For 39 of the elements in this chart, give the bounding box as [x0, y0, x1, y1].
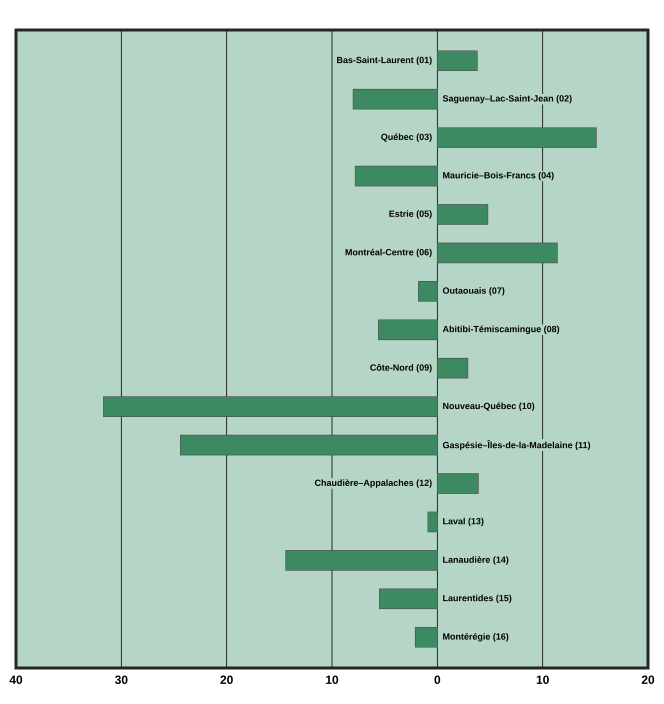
bar — [437, 204, 488, 225]
bar — [428, 512, 438, 532]
bar — [418, 281, 438, 302]
y-tick-label: Montréal-Centre (06) — [346, 248, 432, 258]
bar — [437, 473, 479, 494]
y-tick-label: Estrie (05) — [389, 210, 432, 219]
bar — [180, 434, 438, 456]
y-tick-label: Québec (03) — [381, 133, 432, 142]
bar — [437, 50, 478, 72]
y-tick-label: Saguenay–Lac-Saint-Jean (02) — [442, 94, 572, 104]
bar — [354, 166, 438, 186]
bar — [414, 626, 438, 648]
y-tick-label: Laurentides (15) — [443, 594, 512, 604]
y-tick-label: Côte-Nord (09) — [370, 364, 432, 372]
x-tick-label: 20 — [220, 676, 233, 684]
x-tick-label: 10 — [326, 676, 338, 684]
bar — [437, 358, 468, 379]
bar — [352, 88, 438, 110]
y-tick-label: Nouveau-Québec (10) — [443, 402, 534, 411]
bar — [285, 550, 438, 571]
x-tick-label: 20 — [642, 676, 654, 684]
bar — [103, 396, 438, 417]
y-tick-label: Laval (13) — [443, 518, 484, 526]
bar — [437, 127, 597, 148]
y-tick-label: Outaouais (07) — [442, 287, 504, 296]
x-tick-label: 0 — [434, 676, 440, 684]
y-tick-label: Lanaudière (14) — [443, 556, 508, 565]
y-tick-label: Gaspésie–Îles-de-la-Madelaine (11) — [442, 440, 590, 450]
y-tick-label: Chaudière–Appalaches (12) — [314, 479, 432, 488]
x-tick-label: 10 — [536, 676, 549, 684]
y-tick-label: Bas-Saint-Laurent (01) — [337, 56, 432, 65]
y-tick-label: Mauricie–Bois-Francs (04) — [443, 172, 554, 180]
bar — [437, 242, 558, 264]
y-tick-label: Montérégie (16) — [443, 633, 508, 642]
bar — [379, 588, 438, 610]
bar — [378, 319, 438, 340]
x-tick-label: 40 — [10, 676, 22, 684]
y-tick-label: Abitibi-Témiscamingue (08) — [442, 326, 560, 334]
x-tick-label: 30 — [114, 676, 128, 684]
